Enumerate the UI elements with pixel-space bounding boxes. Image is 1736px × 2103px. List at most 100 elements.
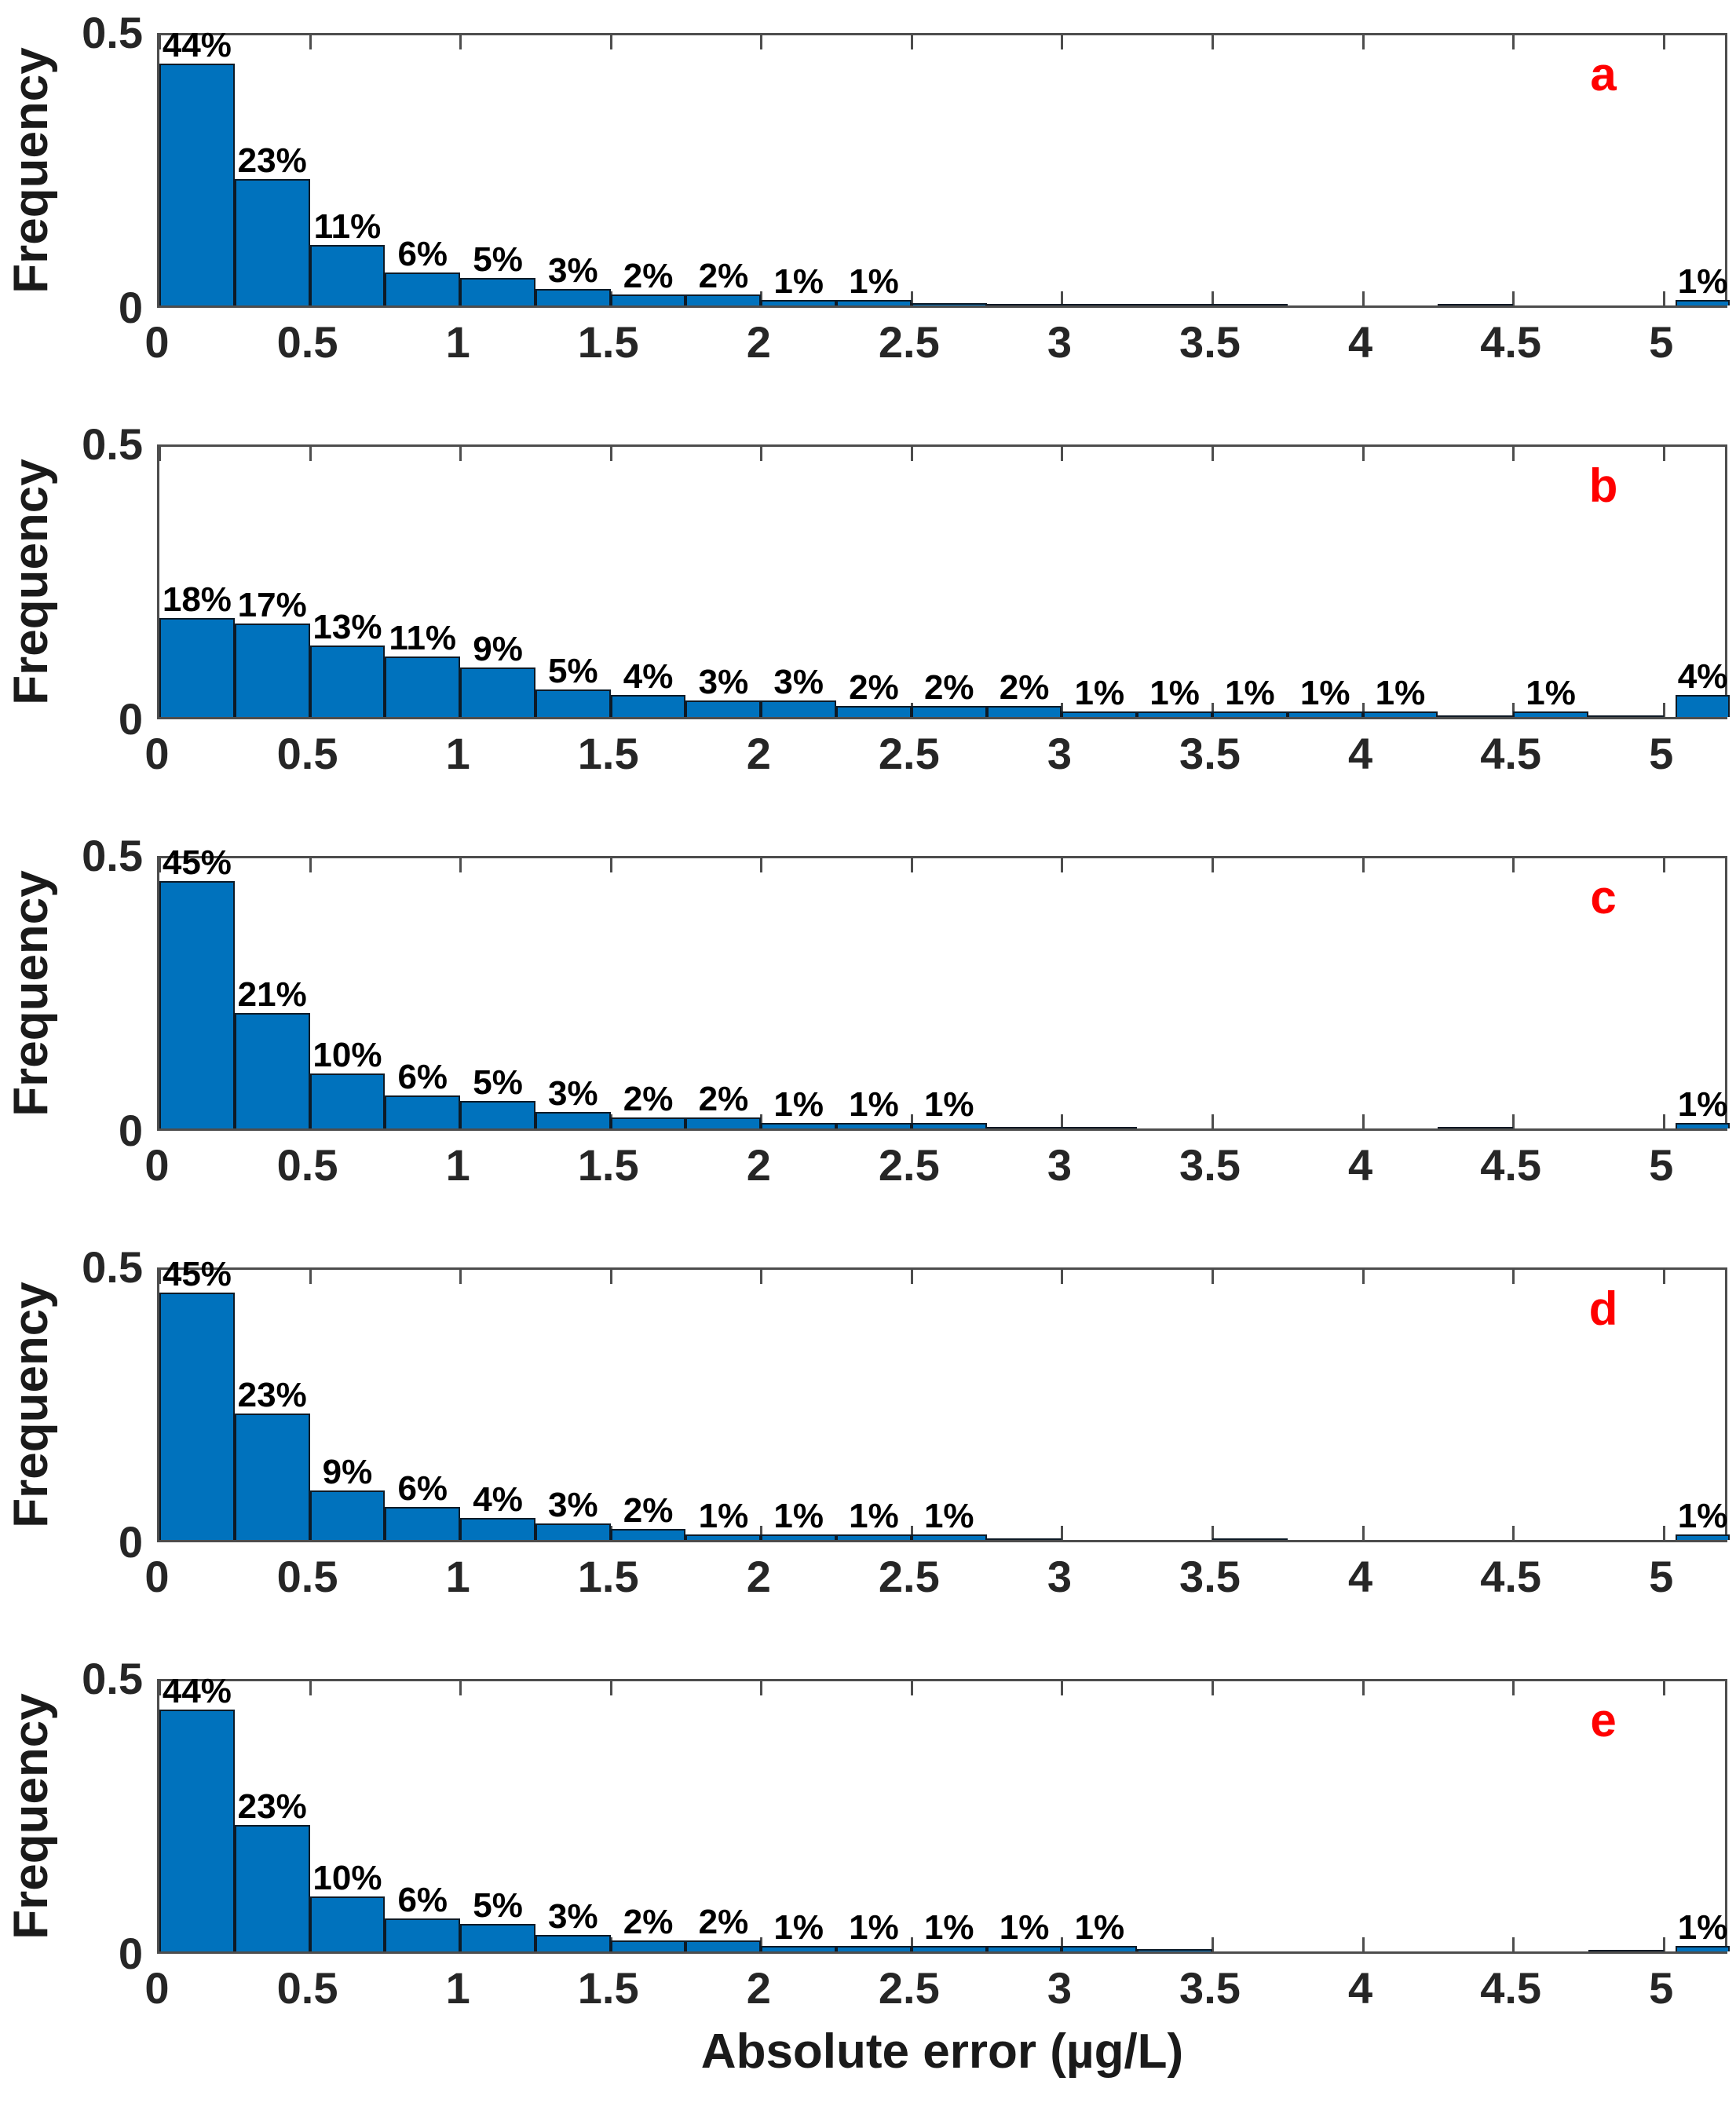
x-axis-tick — [760, 1526, 763, 1540]
x-tick-label: 4.5 — [1480, 317, 1542, 367]
x-tick-label: 2 — [746, 1140, 771, 1190]
x-axis-tick — [1061, 858, 1064, 872]
x-axis-tick — [760, 35, 763, 49]
x-axis-tick — [1211, 291, 1214, 305]
histogram-bar — [159, 618, 235, 717]
histogram-bar — [234, 1825, 310, 1951]
x-axis-tick — [1211, 1526, 1214, 1540]
histogram-bar — [535, 1112, 611, 1128]
x-axis-tick — [760, 858, 763, 872]
histogram-bar — [234, 179, 310, 305]
x-axis-tick — [1512, 703, 1515, 717]
bar-percentage-label: 4% — [623, 657, 674, 696]
x-tick-label: 2 — [746, 317, 771, 367]
histogram-bar — [1062, 1946, 1138, 1951]
x-tick-label: 1 — [445, 317, 470, 367]
x-tick-label: 3 — [1047, 1963, 1072, 2013]
histogram-bar — [309, 1490, 386, 1540]
bar-percentage-label: 2% — [623, 1491, 674, 1530]
x-tick-label: 2.5 — [878, 1963, 940, 2013]
histogram-bar — [685, 1940, 762, 1951]
x-axis-tick — [1512, 1526, 1515, 1540]
x-axis-tick — [760, 1937, 763, 1951]
y-tick-label: 0 — [118, 283, 143, 332]
histogram-bar — [309, 646, 386, 717]
bar-percentage-label: 1% — [1225, 674, 1275, 712]
x-axis-tick — [1662, 291, 1665, 305]
bar-percentage-label: 21% — [237, 975, 307, 1014]
bar-percentage-label: 1% — [923, 1085, 974, 1124]
x-axis-tick — [1211, 447, 1214, 461]
x-tick-label: 0 — [144, 1140, 170, 1190]
histogram-bar — [1137, 711, 1212, 717]
y-tick-label: 0.5 — [82, 831, 143, 880]
x-axis-tick — [1512, 1114, 1515, 1128]
x-tick-label: 2.5 — [878, 1552, 940, 1601]
x-axis-tick — [159, 35, 161, 49]
bar-percentage-label: 1% — [1074, 674, 1125, 712]
x-axis-tick — [1512, 1270, 1515, 1284]
x-axis-tick — [760, 1270, 763, 1284]
x-axis-tick — [1061, 1681, 1064, 1695]
bar-percentage-label: 1% — [1677, 1908, 1728, 1947]
bar-percentage-label: 3% — [773, 663, 824, 701]
x-axis-tick — [609, 447, 612, 461]
x-axis-tick — [910, 1526, 913, 1540]
x-axis-tick — [159, 1681, 161, 1695]
bar-percentage-label: 6% — [397, 1469, 448, 1508]
histogram-bar — [385, 1095, 461, 1128]
y-tick-label: 0.5 — [82, 1654, 143, 1703]
x-axis-tick — [1662, 1681, 1665, 1695]
bar-percentage-label: 3% — [548, 1486, 598, 1524]
histogram-bar — [535, 689, 611, 717]
histogram-bar — [460, 278, 535, 305]
x-tick-label: 2 — [746, 1963, 771, 2013]
x-tick-label: 0.5 — [276, 1963, 338, 2013]
x-tick-label: 4.5 — [1480, 1552, 1542, 1601]
x-tick-label: 4 — [1347, 1963, 1373, 2013]
x-tick-label: 4.5 — [1480, 1963, 1542, 2013]
x-tick-label: 3 — [1047, 1552, 1072, 1601]
bar-percentage-label: 17% — [237, 586, 307, 624]
x-axis-tick — [1361, 1526, 1365, 1540]
bar-percentage-label: 23% — [237, 1787, 307, 1826]
histogram-bar — [535, 289, 611, 305]
x-axis-tick — [910, 291, 913, 305]
bar-percentage-label: 2% — [623, 257, 674, 295]
bar-percentage-label: 2% — [623, 1903, 674, 1941]
panel-letter-d: d — [1588, 1282, 1618, 1335]
x-tick-label: 2.5 — [878, 1140, 940, 1190]
histogram-bar — [159, 881, 235, 1128]
histogram-bar — [1287, 711, 1363, 717]
histogram-bar — [535, 1935, 611, 1951]
histogram-bar — [1212, 1538, 1288, 1540]
histogram-bar — [385, 1918, 461, 1951]
y-tick-label: 0 — [118, 1106, 143, 1155]
x-axis-tick — [1061, 1114, 1064, 1128]
x-axis-tick — [459, 1681, 462, 1695]
x-axis-tick — [159, 858, 161, 872]
histogram-bar — [986, 1538, 1062, 1540]
x-axis-tick — [1361, 1681, 1365, 1695]
histogram-bar — [1362, 711, 1438, 717]
x-tick-label: 0.5 — [276, 1140, 338, 1190]
x-tick-label: 3 — [1047, 729, 1072, 778]
bar-percentage-label: 23% — [237, 141, 307, 180]
panel-letter-e: e — [1590, 1694, 1617, 1746]
plot-area-b: 18% 17% 13% 11% 9% 5% 4% 3% 3% 2% 2% 2% 1% 1% 1% 1% 1% 1%… — [157, 444, 1730, 719]
bar-percentage-label: 2% — [999, 668, 1050, 707]
x-tick-label: 0 — [144, 729, 170, 778]
histogram-bar — [1588, 715, 1664, 717]
histogram-bar — [159, 1293, 235, 1540]
x-tick-label: 3 — [1047, 317, 1072, 367]
histogram-bar — [761, 1946, 837, 1951]
x-tick-label: 1.5 — [577, 1140, 639, 1190]
x-axis-tick — [1361, 35, 1365, 49]
x-axis-tick — [459, 35, 462, 49]
histogram-bar — [1676, 1123, 1730, 1128]
bar-percentage-label: 11% — [313, 207, 382, 246]
x-tick-label: 2 — [746, 1552, 771, 1601]
bar-percentage-label: 5% — [548, 652, 598, 690]
bar-percentage-label: 1% — [1299, 674, 1350, 712]
